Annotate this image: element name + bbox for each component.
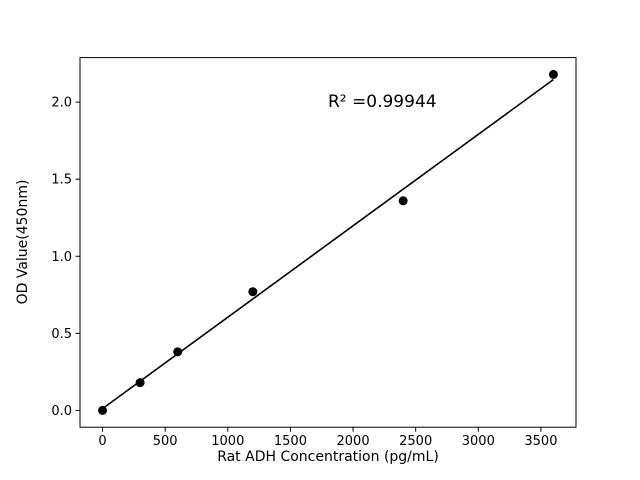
data-point bbox=[173, 347, 183, 357]
x-tick-label: 1000 bbox=[211, 434, 244, 449]
x-tick-label: 500 bbox=[153, 434, 178, 449]
x-tick-label: 0 bbox=[98, 434, 106, 449]
data-point bbox=[98, 405, 108, 415]
data-point bbox=[398, 196, 408, 206]
fit-line bbox=[102, 78, 554, 410]
x-tick-label: 1500 bbox=[274, 434, 307, 449]
x-tick-label: 3000 bbox=[462, 434, 495, 449]
plot-border bbox=[79, 57, 577, 428]
data-point bbox=[248, 287, 258, 297]
plot-area: 0 500 1000 1500 2000 2500 3000 3500 0.0 0.5 1.0 1.5… bbox=[51, 57, 577, 449]
r-squared-annotation: R² =0.99944 bbox=[328, 92, 437, 112]
y-tick-label: 0.0 bbox=[51, 404, 72, 419]
x-tick-label: 2500 bbox=[399, 434, 432, 449]
data-point bbox=[548, 69, 558, 79]
y-axis-label: OD Value(450nm) bbox=[15, 180, 31, 305]
x-axis-label: Rat ADH Concentration (pg/mL) bbox=[217, 449, 439, 465]
y-tick-label: 0.5 bbox=[51, 327, 72, 342]
y-tick-label: 2.0 bbox=[51, 96, 72, 111]
x-tick-label: 2000 bbox=[337, 434, 370, 449]
x-tick-label: 3500 bbox=[524, 434, 557, 449]
y-tick-label: 1.0 bbox=[51, 250, 72, 265]
y-tick-label: 1.5 bbox=[51, 173, 72, 188]
data-point bbox=[135, 378, 145, 388]
